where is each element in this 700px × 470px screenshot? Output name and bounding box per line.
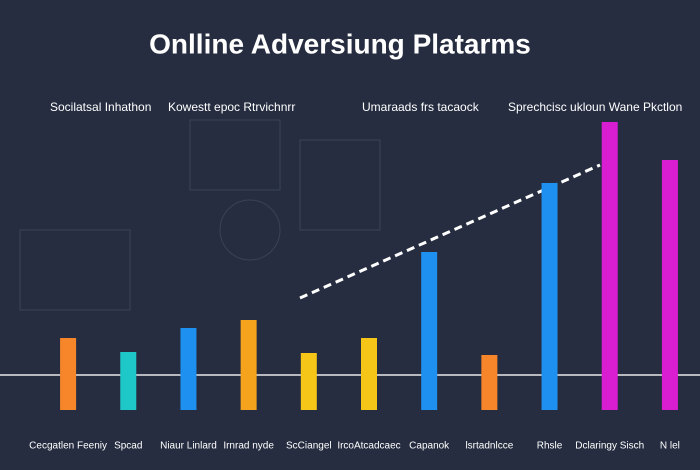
- bar: [601, 122, 618, 410]
- bar: [180, 328, 197, 410]
- bar: [421, 252, 438, 410]
- x-tick-label: N lel: [660, 441, 680, 452]
- bar: [240, 320, 257, 410]
- subtitle: Sprechcisc ukloun Wane Pkctlon: [508, 100, 682, 114]
- bar: [300, 353, 317, 410]
- subtitle: Kowestt epoc Rtrvichnrr: [168, 100, 295, 114]
- x-tick-label: Spcad: [114, 441, 142, 452]
- x-tick-label: Capanok: [409, 441, 450, 452]
- subtitle: Umaraads frs tacaock: [362, 100, 480, 114]
- x-tick-label: lsrtadnlcce: [465, 441, 513, 452]
- x-tick-label: Cecgatlen Feeniy: [29, 441, 107, 452]
- bar: [60, 338, 77, 410]
- bar: [481, 355, 498, 410]
- bar: [661, 160, 678, 410]
- x-tick-label: ScCiangel: [286, 441, 332, 452]
- bar: [120, 352, 137, 410]
- bar: [541, 183, 558, 410]
- decoration: [19, 119, 381, 311]
- x-tick-label: Irnrad nyde: [223, 441, 274, 452]
- subtitle: Socilatsal Inhathon: [50, 100, 151, 114]
- chart-title: Onlline Adversiung Platarms: [149, 28, 531, 59]
- x-tick-label: Dclaringy Sisch: [575, 441, 644, 452]
- x-tick-label: Niaur Linlard: [160, 441, 217, 452]
- x-tick-label: Rhsle: [537, 441, 563, 452]
- x-tick-label: IrcoAtcadcaec: [337, 441, 400, 452]
- bar: [361, 338, 377, 410]
